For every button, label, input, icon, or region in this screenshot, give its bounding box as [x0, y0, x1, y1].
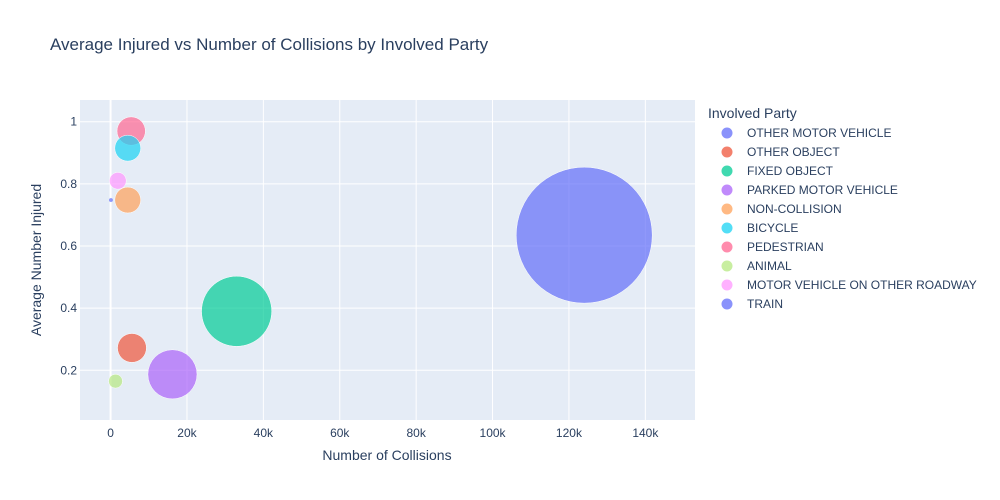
bubble-other-motor-vehicle[interactable] — [515, 166, 653, 304]
legend-item[interactable]: ANIMAL — [721, 259, 793, 273]
legend-label: OTHER MOTOR VEHICLE — [747, 126, 891, 140]
legend-item[interactable]: FIXED OBJECT — [721, 164, 834, 178]
y-axis-title: Average Number Injured — [28, 184, 44, 336]
bubble-motor-vehicle-on-other-roadway[interactable] — [109, 172, 127, 190]
bubble-non-collision[interactable] — [114, 186, 141, 214]
legend-label: BICYCLE — [747, 221, 798, 235]
bubble-bicycle[interactable] — [114, 134, 141, 162]
legend-marker — [721, 279, 733, 291]
x-gridlines — [109, 100, 646, 420]
bubbles — [108, 116, 653, 400]
legend-marker — [721, 222, 733, 234]
legend-label: NON-COLLISION — [747, 202, 842, 216]
chart-title: Average Injured vs Number of Collisions … — [50, 35, 489, 54]
legend-marker — [721, 165, 733, 177]
x-tick-label: 60k — [330, 426, 350, 440]
bubble-animal[interactable] — [108, 373, 123, 389]
y-tick-label: 0.4 — [60, 301, 77, 315]
legend-item[interactable]: MOTOR VEHICLE ON OTHER ROADWAY — [721, 278, 977, 292]
legend-marker — [721, 146, 733, 158]
legend-marker — [721, 127, 733, 139]
legend-label: PARKED MOTOR VEHICLE — [747, 183, 898, 197]
legend-item[interactable]: OTHER MOTOR VEHICLE — [721, 126, 892, 140]
x-tick-label: 40k — [254, 426, 274, 440]
y-tick-label: 0.6 — [60, 239, 77, 253]
legend-item[interactable]: BICYCLE — [721, 221, 799, 235]
x-tick-label: 20k — [177, 426, 197, 440]
x-tick-labels: 0 20k 40k 60k 80k 100k 120k 140k — [107, 426, 659, 440]
legend-label: MOTOR VEHICLE ON OTHER ROADWAY — [747, 278, 977, 292]
legend-label: FIXED OBJECT — [747, 164, 834, 178]
y-tick-label: 0.8 — [60, 177, 77, 191]
y-tick-label: 1 — [70, 115, 77, 129]
legend-marker — [721, 203, 733, 215]
legend-item[interactable]: NON-COLLISION — [721, 202, 842, 216]
x-tick-label: 140k — [632, 426, 659, 440]
legend-item[interactable]: PARKED MOTOR VEHICLE — [721, 183, 898, 197]
x-tick-label: 80k — [406, 426, 426, 440]
legend: Involved Party OTHER MOTOR VEHICLE OTHER … — [708, 105, 977, 311]
legend-title: Involved Party — [708, 105, 797, 121]
x-tick-label: 0 — [107, 426, 114, 440]
bubble-train[interactable] — [109, 198, 113, 202]
legend-label: ANIMAL — [747, 259, 792, 273]
x-tick-label: 100k — [480, 426, 507, 440]
legend-item[interactable]: TRAIN — [721, 297, 784, 311]
bubble-fixed-object[interactable] — [201, 275, 272, 347]
legend-marker — [721, 260, 733, 272]
x-axis-title: Number of Collisions — [322, 447, 451, 463]
x-tick-label: 120k — [556, 426, 583, 440]
y-tick-labels: 0.2 0.4 0.6 0.8 1 — [60, 115, 77, 378]
legend-label: PEDESTRIAN — [747, 240, 824, 254]
legend-label: OTHER OBJECT — [747, 145, 840, 159]
legend-item[interactable]: PEDESTRIAN — [721, 240, 824, 254]
bubble-parked-motor-vehicle[interactable] — [147, 349, 198, 400]
legend-item[interactable]: OTHER OBJECT — [721, 145, 841, 159]
bubble-other-object[interactable] — [117, 333, 147, 363]
legend-marker — [721, 298, 733, 310]
legend-label: TRAIN — [747, 297, 783, 311]
legend-marker — [721, 241, 733, 253]
y-tick-label: 0.2 — [60, 363, 77, 377]
legend-marker — [721, 184, 733, 196]
